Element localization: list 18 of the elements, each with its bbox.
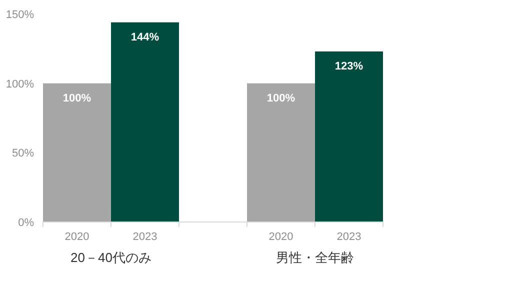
y-tick-label: 0% xyxy=(18,217,34,229)
bar xyxy=(315,51,383,222)
y-tick-label: 100% xyxy=(6,78,34,90)
x-tick-label: 男性・全年齢 xyxy=(276,250,354,265)
text: 123% xyxy=(334,60,364,72)
text: 144% xyxy=(130,31,160,44)
series-label: 2023 xyxy=(132,231,158,243)
bar xyxy=(111,22,179,222)
y-tick-label: 50% xyxy=(12,148,34,160)
x-tick-label: 20－40代のみ xyxy=(70,250,152,265)
y-tick-label: 150% xyxy=(6,9,34,21)
series-label: 2020 xyxy=(64,231,90,243)
text: 2020 xyxy=(268,231,294,243)
text: 100% xyxy=(62,92,92,104)
text: 2023 xyxy=(336,231,362,243)
text: 100% xyxy=(266,92,296,104)
bar xyxy=(247,83,315,222)
bar xyxy=(43,83,111,222)
